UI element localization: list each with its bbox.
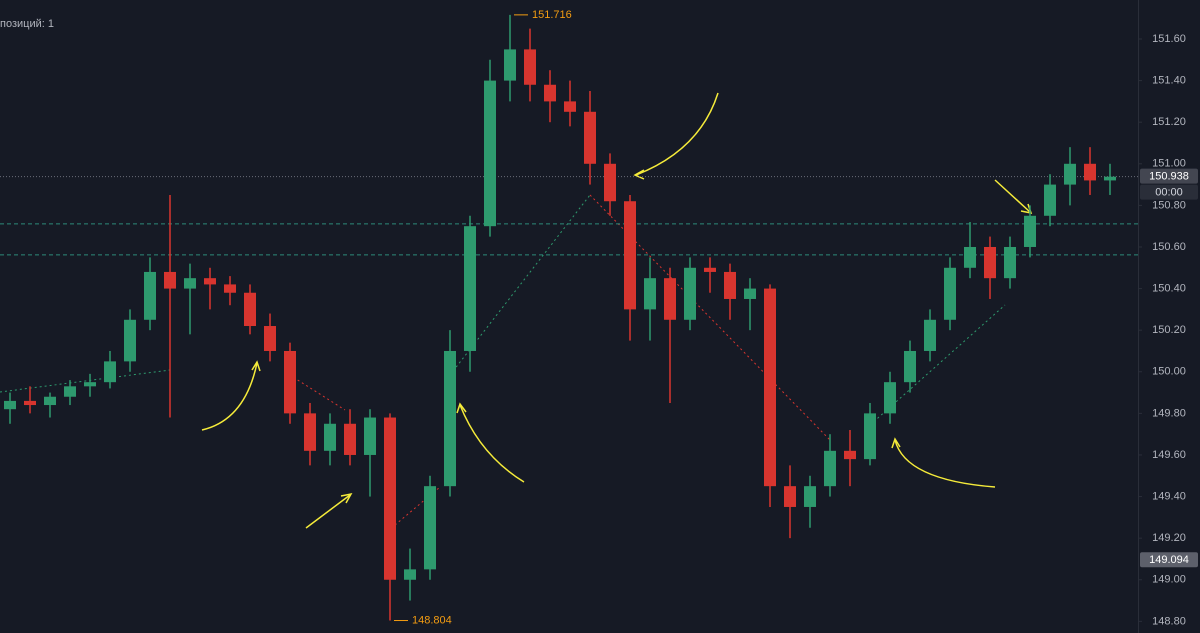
candle-body [1084,163,1096,181]
arrow [894,439,996,488]
y-tick-label: 151.60 [1152,33,1186,45]
candle-body [1104,176,1116,181]
candle-body [804,486,816,507]
candle-body [544,84,556,102]
y-tick-label: 149.00 [1152,574,1186,586]
trade-lines [0,194,1006,526]
y-tick-label: 151.20 [1152,116,1186,128]
y-tick-label: 148.80 [1152,615,1186,627]
arrow [305,494,351,529]
candle-body [484,80,496,227]
y-tick-label: 150.60 [1152,241,1186,253]
arrow-head [891,437,901,449]
trade-line [0,369,171,393]
y-tick-label: 149.80 [1152,407,1186,419]
y-tick-label: 149.40 [1152,490,1186,502]
y-tick-label: 150.00 [1152,366,1186,378]
marked-price-label: 149.094 [1149,554,1189,566]
arrow-head [340,492,353,504]
trade-line [449,194,591,376]
candle-body [424,486,436,570]
header-text: позиций: 1 [0,18,54,30]
candle-body [884,382,896,414]
countdown-box [1140,184,1198,200]
candle-body [664,278,676,320]
last-price-box [1140,168,1198,184]
candle-body [464,226,476,351]
candle-body [924,319,936,351]
candle-body [624,201,636,310]
arrow-head [633,169,645,180]
candle-body [104,361,116,383]
candle-body [764,288,776,487]
arrow-head [1020,203,1033,214]
candle-body [244,292,256,327]
arrow [459,404,525,483]
y-tick-label: 150.20 [1152,324,1186,336]
candle-body [844,450,856,460]
candle-body [284,350,296,414]
candle-body [404,569,416,580]
y-tick-label: 149.20 [1152,532,1186,544]
candle-body [324,423,336,451]
candle-body [724,271,736,299]
candle-body [444,350,456,487]
arrow [994,179,1031,213]
candle-body [504,49,516,81]
candle-body [964,246,976,268]
max-label: 151.716 [532,9,572,21]
candle-body [304,413,316,451]
candle-body [524,49,536,85]
arrow-head [456,402,467,414]
candle-body [224,284,236,293]
y-tick-label: 149.60 [1152,449,1186,461]
candle-body [264,326,276,351]
candle-body [1024,215,1036,247]
candle-body [184,278,196,289]
min-label: 148.804 [412,614,452,626]
candle-body [1064,163,1076,185]
candle-body [684,267,696,320]
annotation-arrows [201,92,1033,529]
arrow-head [251,360,261,372]
candle-body [164,271,176,289]
candle-body [984,246,996,279]
candle-body [784,486,796,507]
candle-body [44,396,56,406]
candle-body [704,267,716,272]
y-tick-label: 151.40 [1152,75,1186,87]
candle-body [604,163,616,202]
last-price-label: 150.938 [1149,171,1189,183]
candle-body [944,267,956,320]
candle-body [584,111,596,164]
candle-body [824,450,836,487]
y-tick-label: 150.80 [1152,199,1186,211]
candle-body [144,271,156,320]
candle-body [204,278,216,285]
candle-body [864,413,876,460]
candle-body [564,101,576,112]
candle-body [64,386,76,397]
candle-body [1044,184,1056,216]
arrow [635,92,719,176]
candle-body [644,278,656,310]
y-tick-label: 150.40 [1152,282,1186,294]
candle-body [904,350,916,383]
candle-body [24,400,36,406]
candle-body [744,288,756,299]
candle-body [4,400,16,410]
arrow [201,362,258,431]
marked-price-box [1140,552,1198,568]
y-tick-label: 151.00 [1152,158,1186,170]
trade-line [589,194,831,441]
countdown-label: 00:00 [1155,187,1183,199]
candle-body [1004,246,1016,279]
candle-body [84,382,96,387]
candle-body [364,417,376,455]
candle-body [344,423,356,455]
candle-body [124,319,136,362]
candle-body [384,417,396,580]
